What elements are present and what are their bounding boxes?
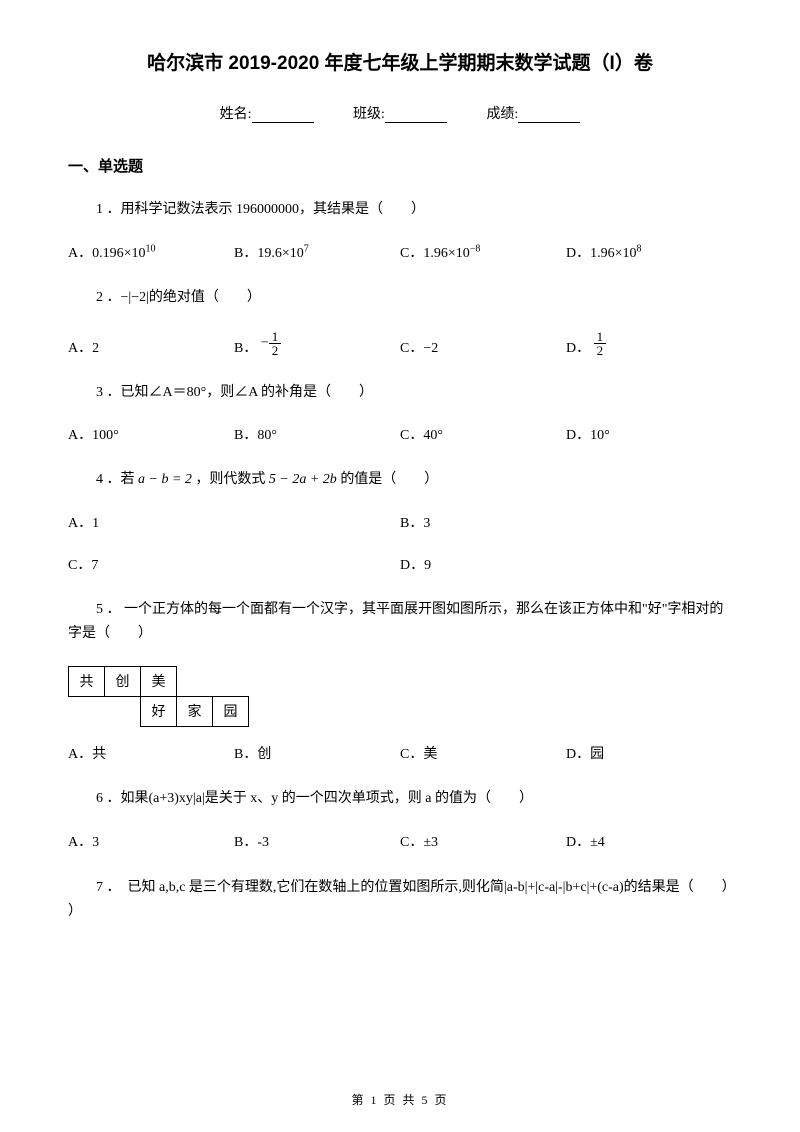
question-3-options: A．100° B．80° C．40° D．10° — [68, 424, 732, 444]
q5-option-d: D．园 — [566, 743, 732, 763]
q6-option-d: D．±4 — [566, 831, 732, 851]
question-5-options: A．共 B．创 C．美 D．园 — [68, 743, 732, 763]
q5-option-b: B．创 — [234, 743, 400, 763]
q5-option-c: C．美 — [400, 743, 566, 763]
q4-option-b: B．3 — [400, 512, 732, 532]
question-6-options: A．3 B．-3 C．±3 D．±4 — [68, 831, 732, 851]
page-footer: 第 1 页 共 5 页 — [0, 1091, 800, 1108]
question-7: 7 ． 已知 a,b,c 是三个有理数,它们在数轴上的位置如图所示,则化简|a-… — [68, 875, 732, 900]
q2-option-a: A．2 — [68, 337, 234, 357]
net-cell: 好 — [141, 696, 177, 726]
q3-option-b: B．80° — [234, 424, 400, 444]
question-6: 6 ．如果(a+3)xy|a|是关于 x、y 的一个四次单项式，则 a 的值为（… — [68, 787, 732, 811]
question-7-close: ） — [68, 900, 732, 920]
q6-option-c: C．±3 — [400, 831, 566, 851]
q1-option-d: D．1.96×108 — [566, 242, 732, 262]
class-label: 班级: — [353, 107, 385, 122]
q4-option-c: C．7 — [68, 554, 400, 574]
score-label: 成绩: — [486, 107, 518, 122]
question-1-options: A．0.196×1010 B．19.6×107 C．1.96×10−8 D．1.… — [68, 242, 732, 262]
q3-option-c: C．40° — [400, 424, 566, 444]
q1-option-c: C．1.96×10−8 — [400, 242, 566, 262]
net-cell: 共 — [69, 666, 105, 696]
name-blank[interactable] — [252, 109, 314, 123]
q1-option-b: B．19.6×107 — [234, 242, 400, 262]
name-label: 姓名: — [220, 107, 252, 122]
q1-option-a: A．0.196×1010 — [68, 242, 234, 262]
student-info-line: 姓名: 班级: 成绩: — [68, 103, 732, 123]
question-3: 3 ．已知∠A＝80°，则∠A 的补角是（ ） — [68, 381, 732, 405]
question-4-options: A．1 B．3 C．7 D．9 — [68, 512, 732, 574]
question-2: 2 ．−|−2|的绝对值（ ） — [68, 286, 732, 310]
exam-title: 哈尔滨市 2019-2020 年度七年级上学期期末数学试题（I）卷 — [68, 48, 732, 75]
class-blank[interactable] — [385, 109, 447, 123]
q3-option-d: D．10° — [566, 424, 732, 444]
q2-option-c: C．−2 — [400, 337, 566, 357]
cube-net-diagram: 共 创 美 好 家 园 — [68, 666, 249, 727]
q5-option-a: A．共 — [68, 743, 234, 763]
net-cell: 家 — [177, 696, 213, 726]
q3-option-a: A．100° — [68, 424, 234, 444]
score-blank[interactable] — [518, 109, 580, 123]
q4-option-a: A．1 — [68, 512, 400, 532]
question-2-options: A．2 B． −12 C．−2 D． 12 — [68, 330, 732, 357]
q6-option-a: A．3 — [68, 831, 234, 851]
net-cell: 园 — [213, 696, 249, 726]
net-cell: 美 — [141, 666, 177, 696]
q2-option-b: B． −12 — [234, 330, 400, 357]
question-1: 1 ．用科学记数法表示 196000000，其结果是（ ） — [68, 198, 732, 222]
q2-option-d: D． 12 — [566, 330, 732, 357]
net-cell: 创 — [105, 666, 141, 696]
question-4: 4 ．若 a − b = 2 ，则代数式 5 − 2a + 2b 的值是（ ） — [68, 468, 732, 492]
q6-option-b: B．-3 — [234, 831, 400, 851]
q4-option-d: D．9 — [400, 554, 732, 574]
question-5: 5 ． 一个正方体的每一个面都有一个汉字，其平面展开图如图所示，那么在该正方体中… — [68, 598, 732, 646]
section-heading-1: 一、单选题 — [68, 155, 732, 176]
